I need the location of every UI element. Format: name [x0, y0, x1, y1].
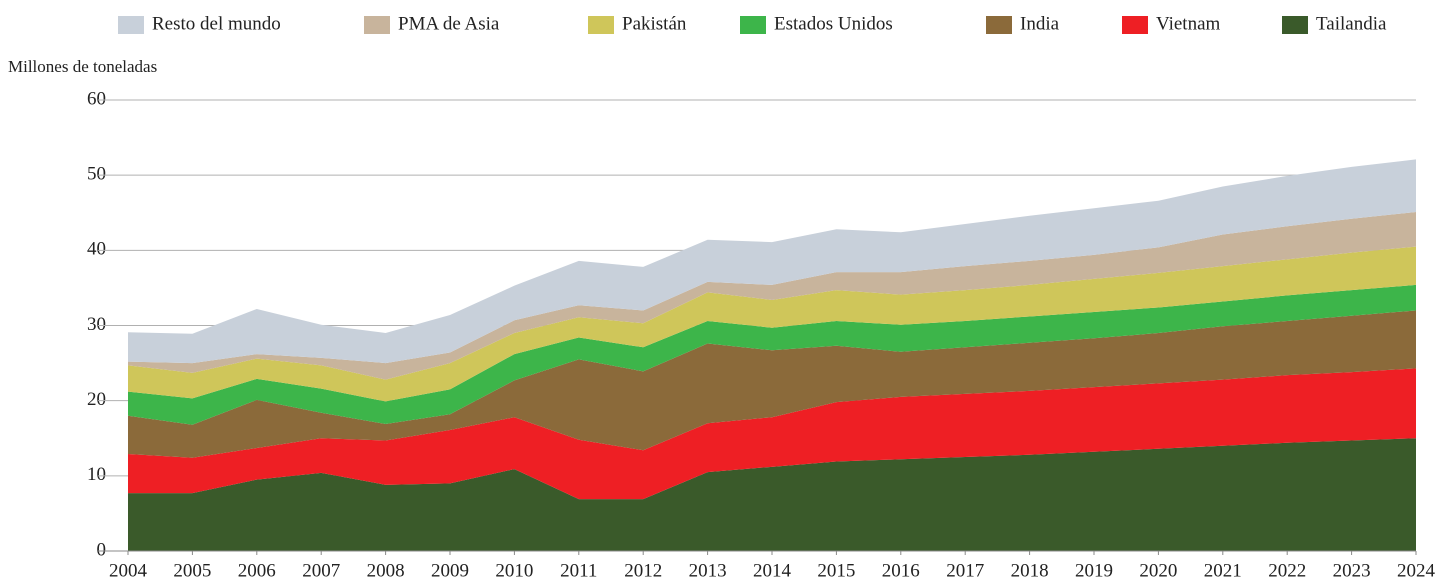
legend-swatch [1122, 16, 1148, 34]
x-tick-label: 2012 [624, 560, 662, 581]
x-tick-label: 2024 [1397, 560, 1436, 581]
legend-swatch [588, 16, 614, 34]
legend-label: India [1020, 13, 1060, 34]
x-tick-label: 2009 [431, 560, 469, 581]
area [128, 159, 1416, 364]
x-tick-label: 2020 [1139, 560, 1177, 581]
x-tick-label: 2022 [1268, 560, 1306, 581]
legend-swatch [1282, 16, 1308, 34]
x-tick-label: 2019 [1075, 560, 1113, 581]
x-tick-label: 2018 [1011, 560, 1049, 581]
y-tick-label: 10 [87, 464, 106, 485]
y-tick-label: 30 [87, 314, 106, 335]
legend-label: Pakistán [622, 13, 687, 34]
x-tick-label: 2011 [560, 560, 597, 581]
legend-label: Tailandia [1316, 13, 1387, 34]
x-tick-label: 2006 [238, 560, 276, 581]
y-tick-label: 20 [87, 389, 106, 410]
x-tick-label: 2005 [173, 560, 211, 581]
legend-swatch [364, 16, 390, 34]
x-tick-label: 2021 [1204, 560, 1242, 581]
y-tick-label: 50 [87, 164, 106, 185]
x-tick-label: 2008 [367, 560, 405, 581]
x-tick-label: 2023 [1333, 560, 1371, 581]
x-tick-label: 2013 [689, 560, 727, 581]
legend-label: Estados Unidos [774, 13, 893, 34]
legend-label: Resto del mundo [152, 13, 281, 34]
area [128, 438, 1416, 551]
legend-swatch [986, 16, 1012, 34]
area [128, 211, 1416, 380]
area [128, 368, 1416, 500]
legend-swatch [740, 16, 766, 34]
y-tick-label: 60 [87, 88, 106, 109]
area [128, 246, 1416, 402]
legend-label: PMA de Asia [398, 13, 500, 34]
x-tick-label: 2004 [109, 560, 148, 581]
area [128, 310, 1416, 458]
y-tick-label: 0 [97, 539, 107, 560]
x-tick-label: 2017 [946, 560, 984, 581]
y-tick-label: 40 [87, 239, 106, 260]
legend-swatch [118, 16, 144, 34]
x-tick-label: 2015 [817, 560, 855, 581]
area [128, 284, 1416, 425]
y-axis-label: Millones de toneladas [8, 57, 157, 76]
x-tick-label: 2007 [302, 560, 340, 581]
legend-label: Vietnam [1156, 13, 1221, 34]
x-tick-label: 2016 [882, 560, 920, 581]
x-tick-label: 2010 [495, 560, 533, 581]
x-tick-label: 2014 [753, 560, 792, 581]
